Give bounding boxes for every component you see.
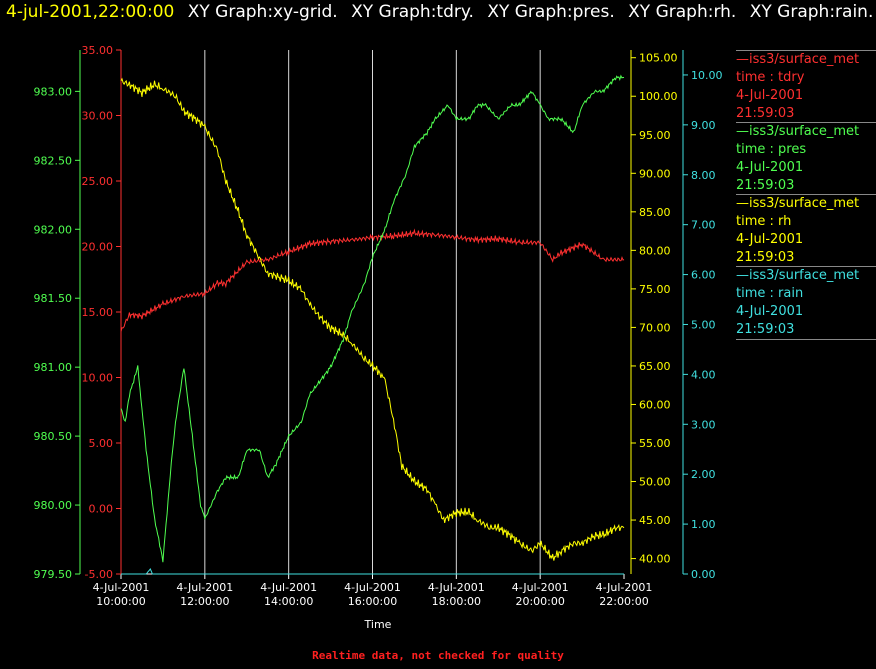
- x-tick-label-date: 4-Jul-2001: [512, 581, 569, 594]
- legend-rain-source: —iss3/surface_met: [736, 266, 876, 285]
- series-line-rain: [121, 568, 624, 575]
- y-tick-label-rh: 75.00: [639, 283, 671, 296]
- legend-tdry-time: 21:59:03: [736, 106, 795, 121]
- y-tick-label-tdry: -5.00: [85, 568, 113, 581]
- y-tick-label-tdry: 10.00: [82, 372, 114, 385]
- x-tick-label-time: 10:00:00: [96, 595, 145, 608]
- legend-rain: —iss3/surface_met time : rain 4-Jul-2001…: [736, 266, 876, 340]
- y-tick-label-rain: 9.00: [691, 119, 716, 132]
- y-tick-label-tdry: 35.00: [82, 44, 114, 57]
- y-tick-label-pres: 982.50: [34, 154, 73, 167]
- y-tick-label-rh: 90.00: [639, 167, 671, 180]
- legend-rain-time: 21:59:03: [736, 322, 795, 337]
- y-tick-label-rh: 55.00: [639, 437, 671, 450]
- y-tick-label-rh: 45.00: [639, 514, 671, 527]
- series-line-pres: [120, 74, 625, 563]
- y-tick-label-rain: 2.00: [691, 468, 716, 481]
- x-tick-label-time: 12:00:00: [180, 595, 229, 608]
- y-tick-label-pres: 982.00: [34, 223, 73, 236]
- y-tick-label-pres: 981.50: [34, 292, 73, 305]
- x-tick-label-time: 20:00:00: [515, 595, 564, 608]
- legend-rh-time: 21:59:03: [736, 250, 795, 265]
- y-tick-label-rain: 7.00: [691, 219, 716, 232]
- x-tick-label-date: 4-Jul-2001: [176, 581, 233, 594]
- x-tick-label-time: 22:00:00: [599, 595, 648, 608]
- x-tick-label-time: 18:00:00: [432, 595, 481, 608]
- y-tick-label-rh: 50.00: [639, 476, 671, 489]
- header-datetime: 4-jul-2001,22:00:00: [6, 2, 175, 22]
- legend-pres-source: —iss3/surface_met: [736, 122, 876, 141]
- y-tick-label-rain: 6.00: [691, 269, 716, 282]
- y-tick-label-pres: 981.00: [34, 361, 73, 374]
- legend-pres-var: time : pres: [736, 142, 807, 157]
- x-tick-label-date: 4-Jul-2001: [596, 581, 653, 594]
- y-tick-label-rh: 80.00: [639, 244, 671, 257]
- x-tick-label-date: 4-Jul-2001: [344, 581, 401, 594]
- y-tick-label-tdry: 25.00: [82, 175, 114, 188]
- y-tick-label-rain: 4.00: [691, 368, 716, 381]
- y-tick-label-tdry: 30.00: [82, 110, 114, 123]
- y-tick-label-tdry: 0.00: [89, 503, 114, 516]
- y-tick-label-rh: 40.00: [639, 553, 671, 566]
- y-tick-label-rh: 70.00: [639, 321, 671, 334]
- legend-rain-date: 4-Jul-2001: [736, 304, 804, 319]
- y-tick-label-rain: 5.00: [691, 318, 716, 331]
- y-tick-label-rh: 60.00: [639, 398, 671, 411]
- legend-tdry-source: —iss3/surface_met: [736, 50, 876, 69]
- legend-rh-var: time : rh: [736, 214, 792, 229]
- legend-end-line: [736, 339, 876, 340]
- y-tick-label-tdry: 20.00: [82, 241, 114, 254]
- x-tick-label-time: 14:00:00: [264, 595, 313, 608]
- legend-rh-source: —iss3/surface_met: [736, 194, 876, 213]
- legend-pres-date: 4-Jul-2001: [736, 160, 804, 175]
- legend-tdry-var: time : tdry: [736, 70, 805, 85]
- legend-pres-time: 21:59:03: [736, 178, 795, 193]
- series-line-tdry: [120, 228, 625, 332]
- x-tick-label-date: 4-Jul-2001: [260, 581, 317, 594]
- y-tick-label-pres: 979.50: [34, 568, 73, 581]
- y-tick-label-rh: 105.00: [639, 52, 678, 65]
- y-tick-label-rh: 95.00: [639, 129, 671, 142]
- y-tick-label-tdry: 5.00: [89, 437, 114, 450]
- header-graph-2: XY Graph:tdry.: [351, 2, 474, 22]
- legend-rh-date: 4-Jul-2001: [736, 232, 804, 247]
- series-line-rh: [120, 77, 625, 561]
- y-tick-label-rain: 0.00: [691, 568, 716, 581]
- header-graph-3: XY Graph:pres.: [487, 2, 615, 22]
- header-graph-1: XY Graph:xy-grid.: [187, 2, 338, 22]
- x-tick-label-date: 4-Jul-2001: [428, 581, 485, 594]
- y-tick-label-rain: 8.00: [691, 169, 716, 182]
- footer-quality-note: Realtime data, not checked for quality: [312, 649, 564, 662]
- x-axis-title: Time: [364, 618, 392, 631]
- legend-tdry-date: 4-Jul-2001: [736, 88, 804, 103]
- y-tick-label-rain: 10.00: [691, 69, 723, 82]
- y-tick-label-rain: 3.00: [691, 418, 716, 431]
- header-graph-5: XY Graph:rain.: [749, 2, 874, 22]
- y-tick-label-rain: 1.00: [691, 518, 716, 531]
- legend-rh: —iss3/surface_met time : rh 4-Jul-2001 2…: [736, 194, 876, 267]
- y-tick-label-rh: 85.00: [639, 206, 671, 219]
- header-title: 4-jul-2001,22:00:00 XY Graph:xy-grid. XY…: [6, 2, 873, 22]
- y-tick-label-pres: 983.00: [34, 85, 73, 98]
- y-tick-label-pres: 980.50: [34, 430, 73, 443]
- x-tick-label-date: 4-Jul-2001: [93, 581, 150, 594]
- y-tick-label-rh: 65.00: [639, 360, 671, 373]
- legend-tdry: —iss3/surface_met time : tdry 4-Jul-2001…: [736, 50, 876, 123]
- x-tick-label-time: 16:00:00: [348, 595, 397, 608]
- legend-rain-var: time : rain: [736, 286, 804, 301]
- y-tick-label-rh: 100.00: [639, 90, 678, 103]
- y-tick-label-pres: 980.00: [34, 499, 73, 512]
- y-tick-label-tdry: 15.00: [82, 306, 114, 319]
- legend-pres: —iss3/surface_met time : pres 4-Jul-2001…: [736, 122, 876, 195]
- header-graph-4: XY Graph:rh.: [628, 2, 737, 22]
